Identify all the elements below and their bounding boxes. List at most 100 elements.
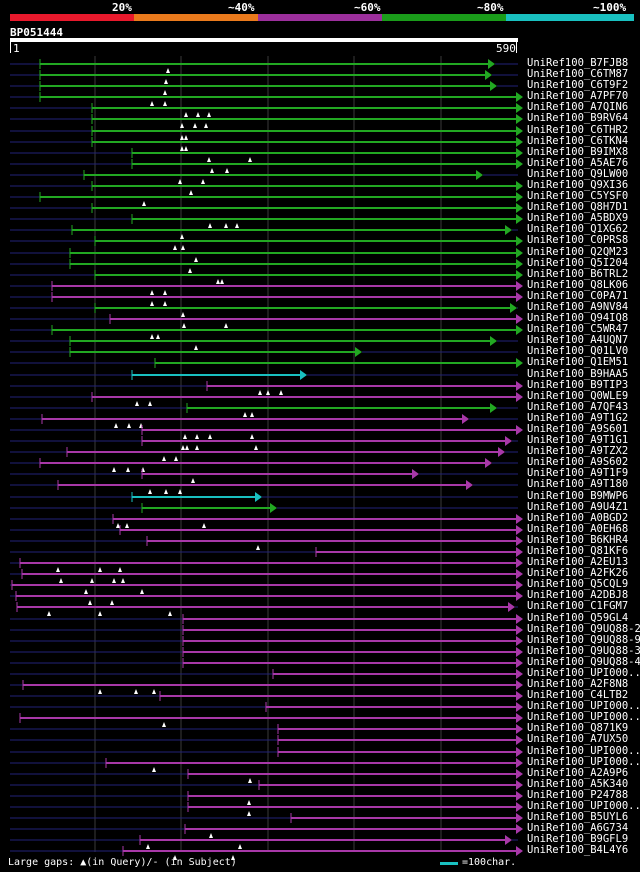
hit-label[interactable]: UniRef100_B9HAA5 (527, 368, 629, 380)
hit-label[interactable]: UniRef100_UPI000.. (527, 756, 640, 768)
hit-label[interactable]: UniRef100_A9TZX2 (527, 445, 629, 457)
hit-label[interactable]: UniRef100_C1FGM7 (527, 600, 629, 612)
query-gap-triangle (180, 135, 184, 140)
hit-label[interactable]: UniRef100_C6TM87 (527, 68, 629, 80)
hit-label[interactable]: UniRef100_Q1XG62 (527, 223, 629, 235)
hit-label[interactable]: UniRef100_A6G734 (527, 822, 629, 834)
query-gap-triangle (195, 445, 199, 450)
query-gap-triangle (210, 168, 214, 173)
query-id: BP051444 (10, 26, 63, 39)
hit-label[interactable]: UniRef100_B9TIP3 (527, 379, 629, 391)
hit-label[interactable]: UniRef100_Q9UQ88-3 (527, 645, 640, 657)
hit-label[interactable]: UniRef100_Q0WLE9 (527, 390, 629, 402)
hit-label[interactable]: UniRef100_B5UYL6 (527, 811, 629, 823)
hit-label[interactable]: UniRef100_Q871K9 (527, 722, 629, 734)
hit-label[interactable]: UniRef100_B7FJB8 (527, 57, 629, 69)
hit-label[interactable]: UniRef100_A0BGD2 (527, 512, 629, 524)
hit-label[interactable]: UniRef100_C5YSF0 (527, 190, 629, 202)
query-gap-triangle (90, 578, 94, 583)
hit-label[interactable]: UniRef100_Q5I204 (527, 257, 629, 269)
query-gap-triangle (201, 179, 205, 184)
hit-label[interactable]: UniRef100_UPI000.. (527, 711, 640, 723)
query-gap-triangle (207, 157, 211, 162)
hit-label[interactable]: UniRef100_A7QIN6 (527, 101, 629, 113)
hit-label[interactable]: UniRef100_A9U4Z1 (527, 501, 629, 513)
legend-red-segment (10, 14, 134, 21)
hit-label[interactable]: UniRef100_Q9LW00 (527, 168, 629, 180)
hit-label[interactable]: UniRef100_UPI000.. (527, 700, 640, 712)
hit-label[interactable]: UniRef100_B9GFL9 (527, 833, 629, 845)
hit-label[interactable]: UniRef100_A5BDX9 (527, 212, 629, 224)
query-gap-triangle (178, 489, 182, 494)
query-gap-triangle (148, 401, 152, 406)
hit-label[interactable]: UniRef100_A9T1G2 (527, 412, 629, 424)
hit-label[interactable]: UniRef100_B6TRL2 (527, 268, 629, 280)
hit-arrow (412, 469, 419, 479)
hit-label[interactable]: UniRef100_P24788 (527, 789, 629, 801)
hit-label[interactable]: UniRef100_Q9UQ88-9 (527, 634, 640, 646)
hit-label[interactable]: UniRef100_Q9UQ88-2 (527, 623, 640, 635)
hit-label[interactable]: UniRef100_C5WR47 (527, 323, 629, 335)
hit-label[interactable]: UniRef100_A4UQN7 (527, 334, 629, 346)
hit-label[interactable]: UniRef100_B9MWP6 (527, 490, 629, 502)
legend-tick-20: 20% (112, 1, 132, 14)
legend-tick-100: ~100% (593, 1, 627, 14)
hit-label[interactable]: UniRef100_A2EU13 (527, 556, 629, 568)
hit-label[interactable]: UniRef100_Q9XI36 (527, 179, 629, 191)
hit-label[interactable]: UniRef100_Q2QM23 (527, 246, 629, 258)
hit-label[interactable]: UniRef100_A2DBJ8 (527, 589, 629, 601)
hit-label[interactable]: UniRef100_A0EH68 (527, 523, 629, 535)
hit-label[interactable]: UniRef100_B4L4Y6 (527, 844, 629, 856)
hit-label[interactable]: UniRef100_UPI000.. (527, 800, 640, 812)
hit-label[interactable]: UniRef100_Q8LK06 (527, 279, 629, 291)
hit-arrow (516, 636, 523, 646)
hit-arrow (516, 270, 523, 280)
query-gap-triangle (84, 589, 88, 594)
hit-label[interactable]: UniRef100_A9T180 (527, 478, 629, 490)
query-gap-triangle (174, 456, 178, 461)
hit-label[interactable]: UniRef100_A9T1G1 (527, 434, 629, 446)
hit-label[interactable]: UniRef100_Q9UQ88-4 (527, 656, 640, 668)
hit-arrow (516, 558, 523, 568)
query-gap-triangle (126, 467, 130, 472)
hit-label[interactable]: UniRef100_Q59GL4 (527, 612, 629, 624)
hit-label[interactable]: UniRef100_C4LTB2 (527, 689, 629, 701)
hit-label[interactable]: UniRef100_C6TKN4 (527, 135, 629, 147)
hit-label[interactable]: UniRef100_A5AE76 (527, 157, 629, 169)
query-gap-triangle (196, 112, 200, 117)
query-gap-triangle (121, 578, 125, 583)
hit-label[interactable]: UniRef100_Q81KF6 (527, 545, 629, 557)
hit-label[interactable]: UniRef100_B6KHR4 (527, 534, 629, 546)
hit-label[interactable]: UniRef100_C0PA71 (527, 290, 629, 302)
hit-label[interactable]: UniRef100_A2FK26 (527, 567, 629, 579)
hit-label[interactable]: UniRef100_A5K340 (527, 778, 629, 790)
query-gap-triangle (209, 833, 213, 838)
hit-arrow (516, 702, 523, 712)
hit-label[interactable]: UniRef100_A9S602 (527, 456, 629, 468)
hit-label[interactable]: UniRef100_Q94IQ8 (527, 312, 629, 324)
hit-label[interactable]: UniRef100_A9S601 (527, 423, 629, 435)
hit-label[interactable]: UniRef100_A2F8N8 (527, 678, 629, 690)
hit-label[interactable]: UniRef100_Q1EM51 (527, 356, 629, 368)
hit-label[interactable]: UniRef100_A7PF70 (527, 90, 629, 102)
hit-arrow (516, 780, 523, 790)
hit-label[interactable]: UniRef100_Q5CQL9 (527, 578, 629, 590)
hit-label[interactable]: UniRef100_Q8H7D1 (527, 201, 629, 213)
hit-label[interactable]: UniRef100_A7UX50 (527, 733, 629, 745)
hit-label[interactable]: UniRef100_C6T9F2 (527, 79, 629, 91)
hit-arrow (516, 691, 523, 701)
hit-label[interactable]: UniRef100_A2A9P6 (527, 767, 629, 779)
query-gap-triangle (88, 600, 92, 605)
hit-label[interactable]: UniRef100_UPI000.. (527, 667, 640, 679)
hit-arrow (516, 203, 523, 213)
hit-label[interactable]: UniRef100_A7QF43 (527, 401, 629, 413)
hit-label[interactable]: UniRef100_C6THR2 (527, 124, 629, 136)
hit-label[interactable]: UniRef100_Q01LV0 (527, 345, 629, 357)
hit-label[interactable]: UniRef100_A9NV84 (527, 301, 629, 313)
hit-label[interactable]: UniRef100_C0PRS8 (527, 234, 629, 246)
hit-label[interactable]: UniRef100_B9IMX8 (527, 146, 629, 158)
hit-label[interactable]: UniRef100_UPI000.. (527, 745, 640, 757)
query-gap-triangle (59, 578, 63, 583)
hit-label[interactable]: UniRef100_B9RV64 (527, 112, 629, 124)
hit-label[interactable]: UniRef100_A9T1F9 (527, 467, 629, 479)
